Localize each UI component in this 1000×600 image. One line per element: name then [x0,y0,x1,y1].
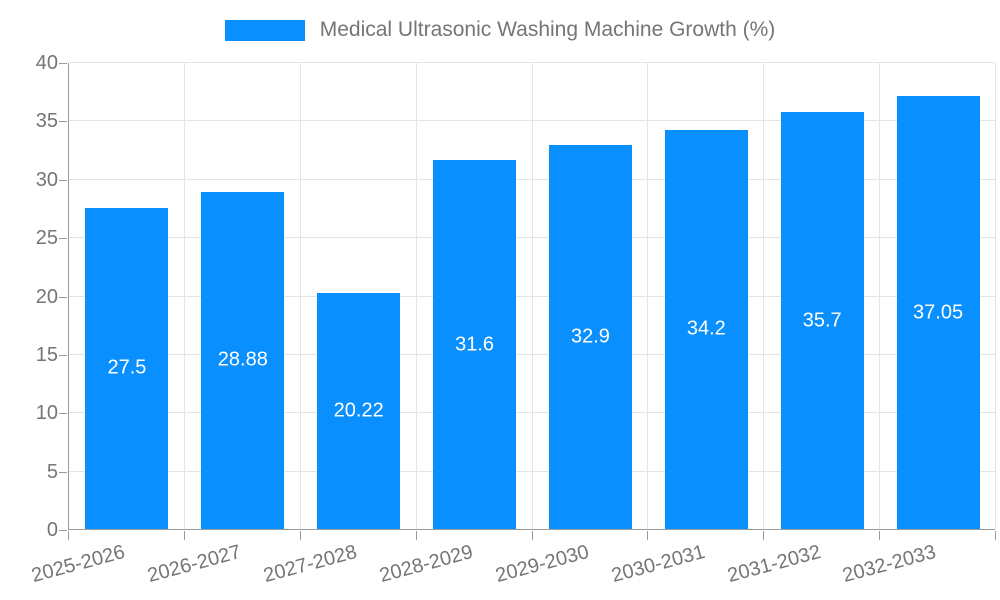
y-axis-label: 10 [35,402,58,425]
y-axis-label: 0 [46,519,58,541]
y-axis-tick [59,296,67,298]
y-axis-tick [59,121,67,123]
bar-2030-2031[interactable]: 34.2 [664,129,748,529]
y-axis-tick [59,530,67,531]
plot-area: 27.5 28.88 20.22 31.6 32.9 34.2 35.7 37.05 [68,62,996,530]
y-axis-label: 25 [35,227,58,250]
bar-2031-2032[interactable]: 35.7 [780,112,864,529]
x-axis-tick [299,531,301,540]
x-axis-label: 2026-2027 [145,541,244,588]
y-axis-tick [59,238,67,240]
y-axis-label: 20 [35,285,58,308]
x-axis-label: 2032-2033 [840,541,939,588]
x-axis-tick [531,531,533,540]
legend[interactable]: Medical Ultrasonic Washing Machine Growt… [0,18,1000,42]
x-axis-label: 2031-2032 [724,541,823,588]
x-axis-label: 2028-2029 [377,541,476,588]
bar-value-label: 37.05 [913,301,964,324]
y-axis-label: 5 [46,460,58,483]
x-gridline [415,63,417,529]
bar-2028-2029[interactable]: 31.6 [433,160,517,529]
bar-value-label: 20.22 [333,399,384,422]
y-axis-tick [59,471,67,473]
bar-value-label: 27.5 [107,356,147,379]
bar-value-label: 31.6 [455,333,495,356]
y-axis-tick [59,413,67,415]
bar-2027-2028[interactable]: 20.22 [317,292,401,529]
x-gridline [647,63,649,529]
bar-value-label: 32.9 [570,325,610,348]
y-axis-tick [59,354,67,356]
y-axis-label: 40 [35,52,58,74]
x-axis-tick [995,531,996,540]
y-axis-label: 30 [35,168,58,191]
y-axis-label: 15 [35,343,58,366]
y-gridline [69,62,995,63]
bar-value-label: 35.7 [802,309,842,332]
x-axis-tick [183,531,185,540]
bar-2029-2030[interactable]: 32.9 [548,144,632,529]
bar-value-label: 34.2 [686,317,726,340]
x-gridline [995,63,996,529]
legend-swatch-icon [224,19,305,41]
x-gridline [879,63,881,529]
x-gridline [299,63,301,529]
y-axis-label: 35 [35,110,58,133]
y-axis-tick [59,63,67,64]
x-axis-tick [68,531,69,540]
x-gridline [531,63,533,529]
y-axis-tick [59,179,67,181]
legend-label: Medical Ultrasonic Washing Machine Growt… [319,18,776,41]
bar-2032-2033[interactable]: 37.05 [896,96,980,529]
bar-2025-2026[interactable]: 27.5 [85,207,169,529]
x-axis-tick [647,531,649,540]
bar-value-label: 28.88 [217,348,268,371]
x-axis-tick [879,531,881,540]
x-axis-label: 2027-2028 [261,541,360,588]
bar-2026-2027[interactable]: 28.88 [201,191,285,529]
x-gridline [183,63,185,529]
x-axis-tick [415,531,417,540]
x-axis-label: 2029-2030 [493,541,592,588]
x-axis-label: 2030-2031 [608,541,708,588]
x-axis-tick [763,531,765,540]
x-axis-label: 2025-2026 [29,541,128,588]
x-gridline [763,63,765,529]
